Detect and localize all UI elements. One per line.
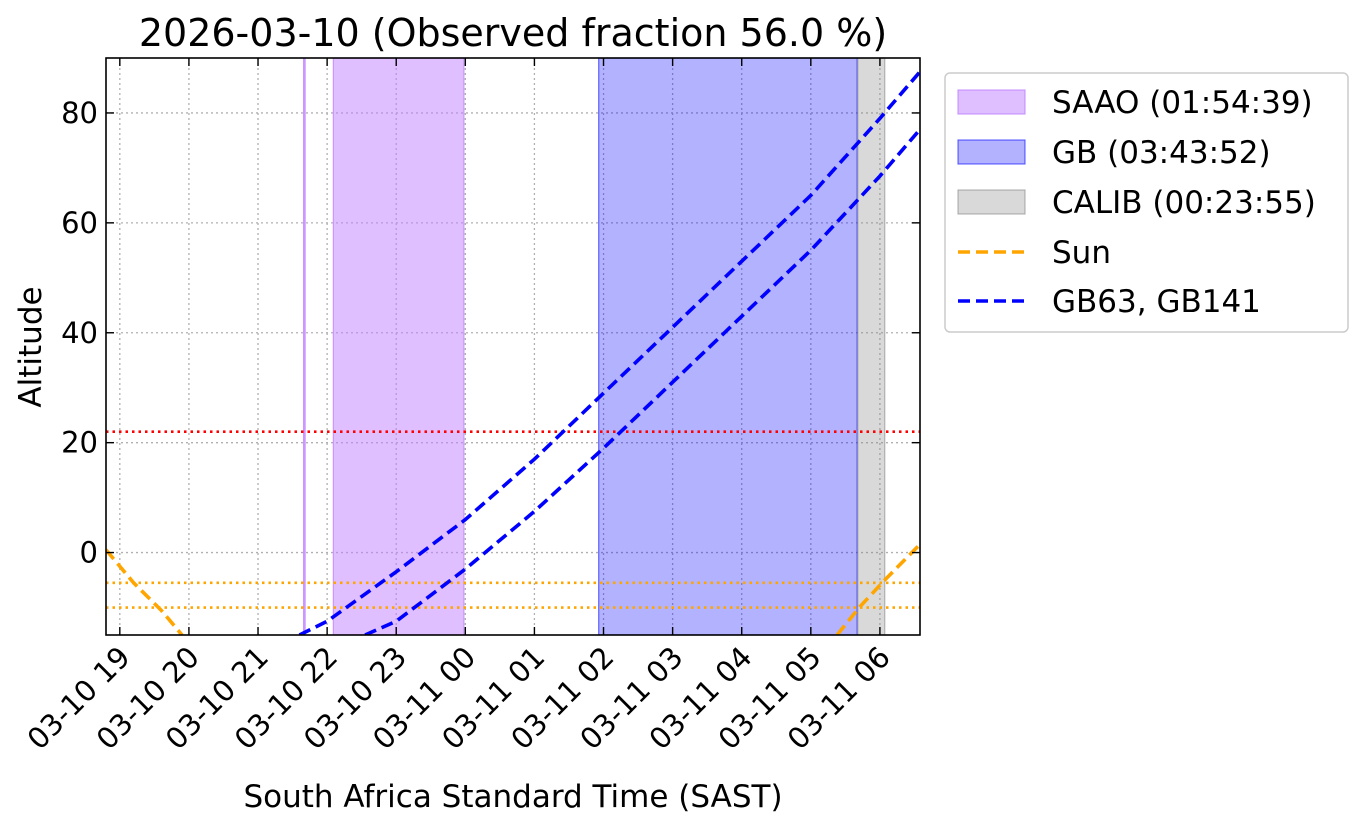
- span-calib: [857, 58, 886, 635]
- span-gb: [598, 58, 858, 635]
- y-tick-label: 20: [61, 426, 98, 460]
- legend: SAAO (01:54:39) GB (03:43:52) CALIB (00:23…: [944, 72, 1349, 333]
- y-axis-label: Altitude: [13, 286, 49, 407]
- curve-sun: [835, 543, 920, 635]
- curve-gb63: [298, 70, 920, 635]
- span-saao: [332, 58, 465, 635]
- y-axis-ticks: 0 20 40 60 80: [61, 96, 920, 570]
- legend-label: SAAO (01:54:39): [1052, 85, 1313, 121]
- curve-gb141: [364, 128, 920, 635]
- legend-swatch: [957, 139, 1026, 165]
- y-tick-label: 60: [61, 206, 98, 240]
- plot-area: [106, 58, 920, 635]
- legend-swatch: [957, 189, 1026, 215]
- legend-box: [944, 72, 1349, 333]
- plot-frame: [105, 57, 921, 636]
- altitude-curves: [106, 70, 920, 635]
- span-saao: [303, 58, 306, 635]
- grid: [106, 58, 920, 635]
- y-tick-label: 80: [61, 96, 98, 130]
- plot-background: [106, 58, 920, 635]
- axes-border: [105, 57, 921, 636]
- legend-label: Sun: [1052, 235, 1111, 271]
- x-axis-label: South Africa Standard Time (SAST): [243, 779, 782, 815]
- chart-title: 2026-03-10 (Observed fraction 56.0 %): [139, 11, 887, 55]
- legend-swatch: [957, 89, 1026, 115]
- threshold-lines: [106, 430, 920, 609]
- legend-label: CALIB (00:23:55): [1052, 185, 1316, 221]
- legend-label: GB63, GB141: [1052, 284, 1261, 320]
- curve-sun: [106, 548, 184, 635]
- y-tick-label: 0: [80, 536, 98, 570]
- legend-label: GB (03:43:52): [1052, 135, 1271, 171]
- y-tick-label: 40: [61, 316, 98, 350]
